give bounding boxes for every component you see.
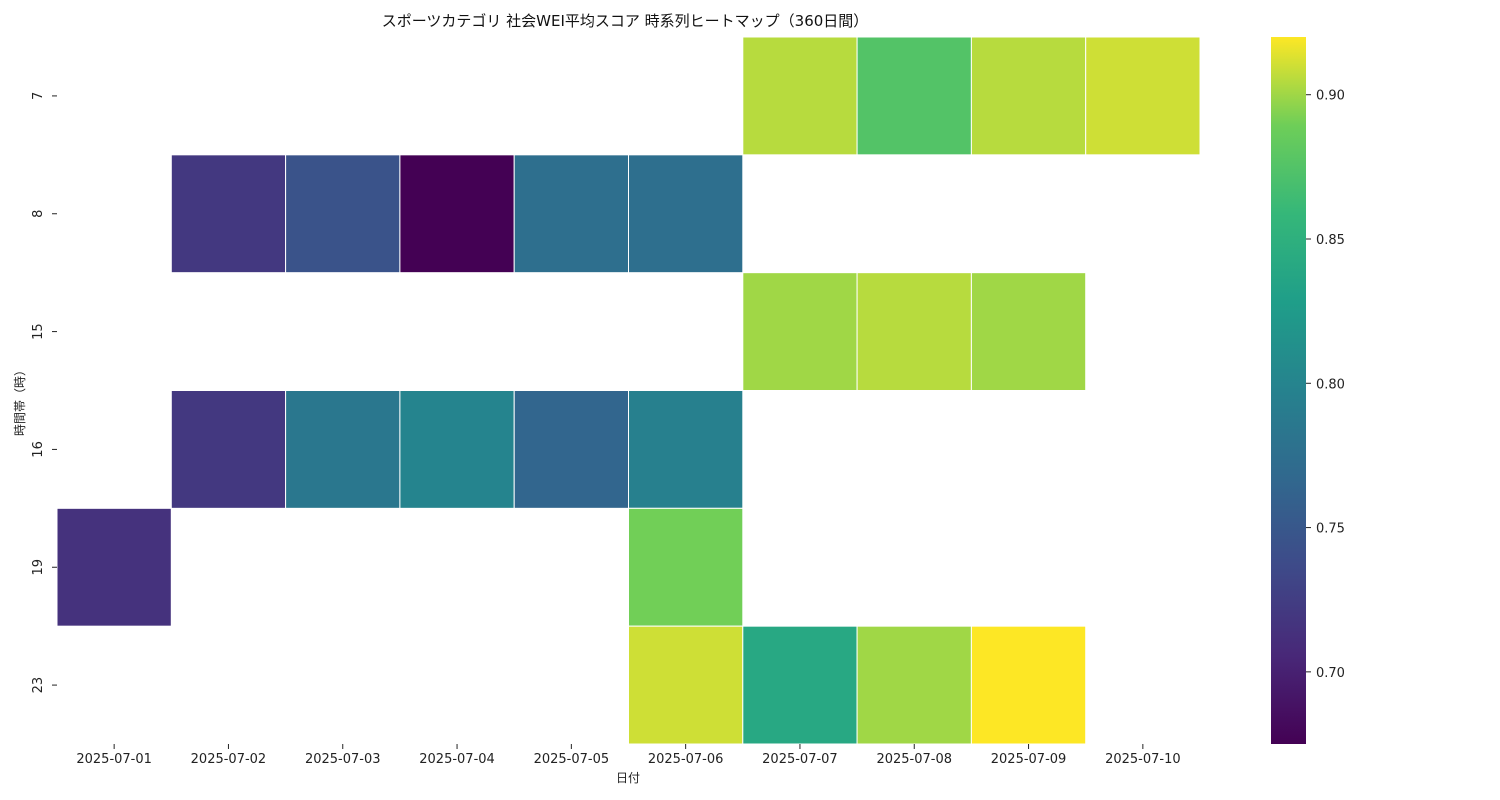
- heatmap-cell: [856, 272, 972, 391]
- heatmap-cell: [285, 154, 401, 274]
- heatmap-cell: [628, 507, 744, 627]
- y-tick-label: 19: [31, 559, 46, 576]
- heatmap-cell: [742, 272, 858, 391]
- x-tick-label: 2025-07-06: [648, 752, 724, 767]
- x-tick-label: 2025-07-03: [305, 752, 381, 767]
- heatmap-cell: [628, 390, 744, 509]
- colorbar-tick-label: 0.80: [1316, 377, 1345, 392]
- chart-title: スポーツカテゴリ 社会WEI平均スコア 時系列ヒートマップ（360日間）: [382, 12, 869, 30]
- heatmap-cell: [513, 390, 630, 509]
- heatmap-cell: [970, 36, 1087, 156]
- x-tick-label: 2025-07-10: [1105, 752, 1181, 767]
- heatmap-cell: [970, 625, 1087, 745]
- x-tick-label: 2025-07-08: [876, 752, 952, 767]
- colorbar-tick-label: 0.75: [1316, 522, 1345, 537]
- heatmap-cell: [399, 390, 515, 509]
- heatmap-cell: [170, 154, 287, 274]
- x-tick-label: 2025-07-05: [534, 752, 610, 767]
- heatmap-cell: [742, 625, 858, 745]
- y-tick-label: 16: [31, 441, 46, 458]
- heatmap-cell: [970, 272, 1087, 391]
- y-tick-label: 8: [31, 210, 46, 218]
- x-tick-label: 2025-07-09: [991, 752, 1067, 767]
- colorbar-tick-label: 0.70: [1316, 666, 1345, 681]
- x-axis-label: 日付: [616, 771, 640, 785]
- heatmap-cell: [399, 154, 515, 274]
- x-tick-label: 2025-07-04: [419, 752, 495, 767]
- y-tick-label: 15: [31, 323, 46, 340]
- heatmap-cell: [742, 36, 858, 156]
- y-axis-label: 時間帯（時）: [13, 364, 27, 436]
- heatmap-cell: [628, 154, 744, 274]
- x-axis: 2025-07-01 2025-07-02 2025-07-03 2025-07-04…: [76, 744, 1181, 767]
- heatmap-cells: [56, 36, 1201, 745]
- heatmap-cell: [856, 625, 972, 745]
- y-axis: 7 8 15 16 19 23: [31, 92, 57, 694]
- colorbar: 0.70 0.75 0.80 0.85 0.90: [1271, 37, 1345, 744]
- colorbar-bar: [1271, 37, 1306, 744]
- heatmap-cell: [1085, 36, 1201, 156]
- x-tick-label: 2025-07-02: [191, 752, 267, 767]
- y-tick-label: 23: [31, 677, 46, 694]
- x-tick-label: 2025-07-07: [762, 752, 838, 767]
- heatmap-cell: [56, 507, 172, 627]
- heatmap-cell: [513, 154, 630, 274]
- heatmap-cell: [170, 390, 287, 509]
- heatmap-cell: [856, 36, 972, 156]
- y-tick-label: 7: [31, 92, 46, 100]
- heatmap-cell: [628, 625, 744, 745]
- colorbar-tick-label: 0.90: [1316, 89, 1345, 104]
- heatmap-cell: [285, 390, 401, 509]
- colorbar-tick-label: 0.85: [1316, 233, 1345, 248]
- x-tick-label: 2025-07-01: [76, 752, 152, 767]
